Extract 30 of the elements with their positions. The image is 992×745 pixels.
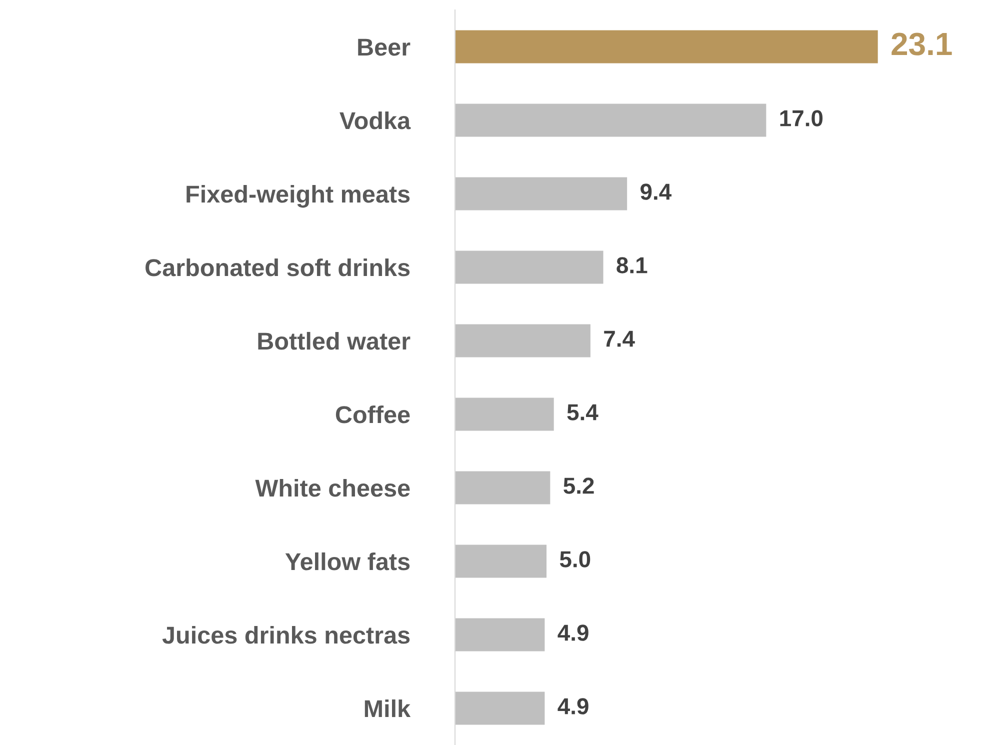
data-label: 5.4	[567, 404, 598, 420]
data-label: 4.9	[558, 624, 588, 641]
bar	[455, 324, 590, 358]
data-label: 23.1	[892, 32, 952, 56]
y-tick-label: Yellow fats	[285, 552, 410, 570]
y-tick-label: Bottled water	[258, 332, 410, 350]
bar	[455, 692, 545, 725]
bar	[455, 618, 545, 652]
bar	[455, 471, 550, 504]
data-label: 5.2	[564, 478, 594, 494]
y-tick-label: White cheese	[255, 478, 410, 497]
bar	[455, 398, 554, 431]
y-tick-label: Coffee	[336, 405, 410, 424]
y-tick-label: Milk	[364, 699, 411, 718]
y-tick-label: Fixed-weight meats	[186, 184, 410, 208]
bar	[455, 30, 878, 64]
y-tick-label: Beer	[358, 38, 410, 56]
y-tick-label: Carbonated soft drinks	[146, 258, 410, 276]
data-label: 4.9	[558, 698, 588, 714]
bar	[455, 104, 766, 137]
data-label: 7.4	[604, 330, 635, 347]
bar	[455, 177, 628, 210]
y-tick-label: Vodka	[340, 111, 411, 130]
data-label: 8.1	[616, 257, 648, 274]
data-label: 5.0	[560, 551, 590, 568]
y-tick-label: Juices drinks nectras	[162, 626, 410, 644]
bar	[455, 544, 547, 578]
data-label: 9.4	[640, 184, 672, 200]
bar	[455, 250, 604, 284]
data-label: 17.0	[780, 110, 823, 126]
